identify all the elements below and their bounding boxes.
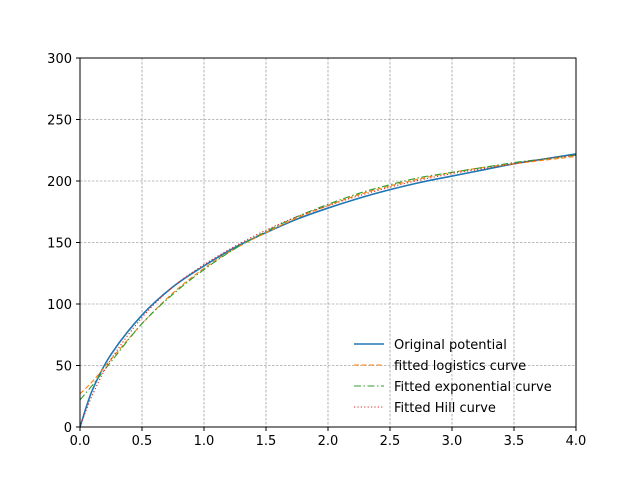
x-tick-label: 2.5 bbox=[380, 434, 401, 449]
x-tick-label: 2.0 bbox=[318, 434, 339, 449]
y-tick-label: 200 bbox=[47, 175, 72, 190]
axis-ticks: 0.0 0.5 1.0 1.5 2.0 2.5 3.0 3.5 4.0 0 50 100 150 200 2… bbox=[47, 52, 586, 449]
series-lines bbox=[79, 153, 577, 428]
x-tick-label: 1.5 bbox=[256, 434, 277, 449]
x-tick-label: 4.0 bbox=[566, 434, 587, 449]
x-tick-label: 0.5 bbox=[132, 434, 153, 449]
y-tick-label: 100 bbox=[47, 298, 72, 313]
series-line-1 bbox=[79, 153, 577, 428]
y-tick-label: 250 bbox=[47, 114, 72, 129]
y-tick-label: 50 bbox=[55, 360, 72, 375]
x-tick-label: 0.0 bbox=[70, 434, 91, 449]
y-tick-label: 0 bbox=[64, 421, 72, 436]
y-tick-label: 150 bbox=[47, 237, 72, 252]
legend: Original potential fitted logistics curve… bbox=[354, 338, 552, 416]
x-tick-label: 1.0 bbox=[194, 434, 215, 449]
legend-label-4: Fitted Hill curve bbox=[394, 401, 496, 416]
x-tick-label: 3.5 bbox=[504, 434, 525, 449]
x-tick-label: 3.0 bbox=[442, 434, 463, 449]
legend-label-1: Original potential bbox=[394, 338, 507, 353]
y-tick-label: 300 bbox=[47, 52, 72, 67]
legend-label-2: fitted logistics curve bbox=[394, 359, 526, 374]
legend-label-3: Fitted exponential curve bbox=[394, 380, 552, 395]
